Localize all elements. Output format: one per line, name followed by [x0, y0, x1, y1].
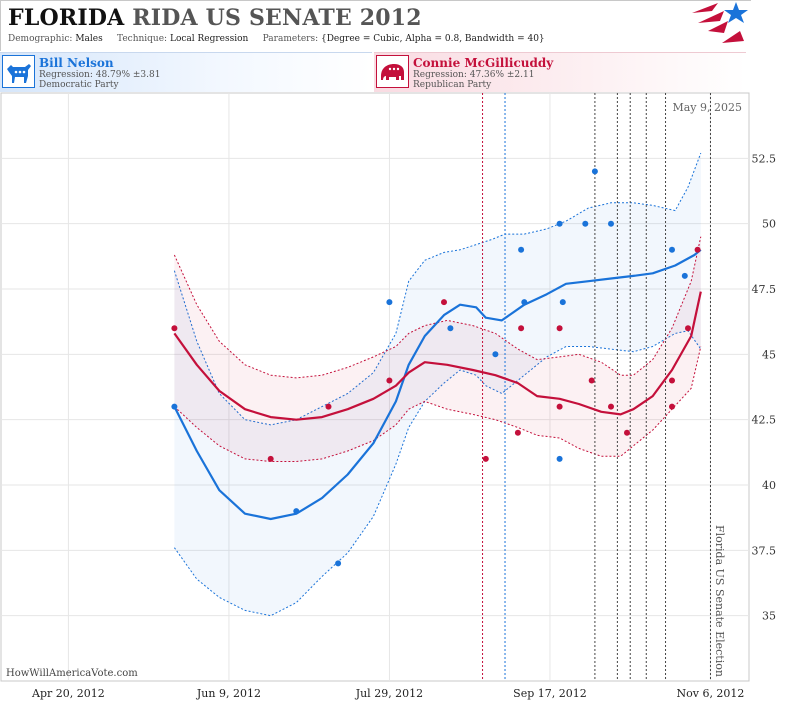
y-tick-label: 37.5 — [752, 544, 777, 557]
technique-value: Local Regression — [169, 34, 249, 44]
y-tick-label: 40 — [762, 479, 776, 492]
poll-point — [556, 325, 563, 332]
y-tick-label: 52.5 — [752, 152, 777, 165]
poll-point — [441, 299, 447, 306]
y-tick-label: 50 — [762, 218, 776, 231]
x-tick-label: Nov 6, 2012 — [676, 687, 744, 700]
event-lines — [482, 93, 711, 681]
poll-point — [447, 325, 454, 332]
y-tick-label: 47.5 — [752, 283, 777, 296]
regression-line — [173, 248, 702, 521]
confidence-lower-line — [174, 346, 702, 462]
democrat-name: Bill Nelson — [39, 56, 114, 70]
poll-point — [681, 272, 688, 279]
y-axis-ticks: 35 37.5 40 42.5 45 47.5 50 52.5 — [752, 152, 777, 622]
x-tick-label: Sep 17, 2012 — [513, 687, 587, 700]
poll-point — [518, 325, 525, 332]
y-tick-label: 35 — [762, 610, 776, 623]
poll-point — [669, 377, 675, 384]
y-tick-label: 42.5 — [752, 414, 777, 427]
poll-point — [482, 455, 489, 462]
poll-point — [335, 560, 342, 567]
poll-point — [293, 508, 300, 515]
technique-label: Technique: — [117, 34, 168, 44]
regression-line — [173, 291, 702, 421]
demographic-value: Males — [75, 34, 103, 44]
poll-point — [171, 403, 178, 410]
poll-point — [325, 403, 332, 410]
parameters-label: Parameters: — [262, 34, 319, 44]
poll-point — [518, 246, 525, 253]
date-label: May 9, 2025 — [672, 101, 742, 114]
x-tick-label: Jul 29, 2012 — [355, 687, 424, 700]
poll-point — [492, 351, 499, 358]
title-rest: RIDA US SENATE 2012 — [132, 5, 422, 31]
poll-point — [608, 220, 614, 227]
poll-point — [386, 377, 393, 384]
confidence-upper-line — [173, 236, 702, 379]
title-state: FLORIDA — [8, 5, 125, 31]
confidence-band-area — [174, 236, 701, 462]
elephant-icon — [376, 55, 409, 88]
poll-point — [685, 325, 691, 332]
y-tick-label: 45 — [762, 348, 776, 361]
poll-point — [171, 325, 178, 332]
democrat-regression: Regression: 48.79% ±3.81 — [39, 70, 161, 80]
poll-point — [669, 246, 675, 253]
poll-point — [514, 429, 521, 436]
confidence-lower-line — [173, 330, 702, 617]
poll-points — [171, 168, 701, 567]
poll-point — [608, 403, 614, 410]
poll-point — [386, 299, 393, 306]
democrat-candidate-panel: Bill Nelson Regression: 48.79% ±3.81 Dem… — [0, 52, 372, 92]
chart-header: FLORIDA RIDA US SENATE 2012 Demographic:… — [0, 0, 751, 51]
republican-party: Republican Party — [413, 80, 492, 90]
poll-point — [556, 455, 563, 462]
poll-point — [591, 168, 598, 175]
poll-point — [521, 299, 528, 306]
poll-point — [624, 429, 630, 436]
republican-regression: Regression: 47.36% ±2.11 — [413, 70, 535, 80]
demographic-label: Demographic: — [8, 34, 73, 44]
parameters-value: {Degree = Cubic, Alpha = 0.8, Bandwidth … — [320, 34, 545, 44]
chart-title: FLORIDA RIDA US SENATE 2012 — [8, 5, 422, 31]
democrat-party: Democratic Party — [39, 80, 119, 90]
republican-candidate-panel: Connie McGillicuddy Regression: 47.36% ±… — [374, 52, 746, 92]
plot-area — [0, 92, 750, 682]
republican-name: Connie McGillicuddy — [413, 56, 554, 70]
x-axis-ticks: Apr 20, 2012 Jun 9, 2012 Jul 29, 2012 Sep 1… — [31, 687, 744, 700]
regression-lines — [173, 248, 702, 521]
poll-point — [669, 403, 675, 410]
poll-point — [559, 299, 566, 306]
confidence-band-area — [174, 153, 701, 616]
donkey-icon — [2, 55, 35, 88]
poll-point — [556, 220, 563, 227]
x-tick-label: Jun 9, 2012 — [196, 687, 261, 700]
site-credit: HowWillAmericaVote.com — [6, 668, 138, 679]
poll-point — [582, 220, 589, 227]
confidence-bands — [173, 152, 702, 617]
site-logo-icon — [692, 2, 748, 43]
parameters-line: Demographic: Males Technique: Local Regr… — [8, 34, 545, 44]
poll-point — [588, 377, 595, 384]
poll-point — [267, 455, 274, 462]
x-tick-label: Apr 20, 2012 — [31, 687, 105, 700]
poll-point — [556, 403, 563, 410]
election-label: Florida US Senate Election — [713, 525, 726, 677]
poll-point — [694, 246, 701, 253]
confidence-upper-line — [173, 152, 702, 426]
